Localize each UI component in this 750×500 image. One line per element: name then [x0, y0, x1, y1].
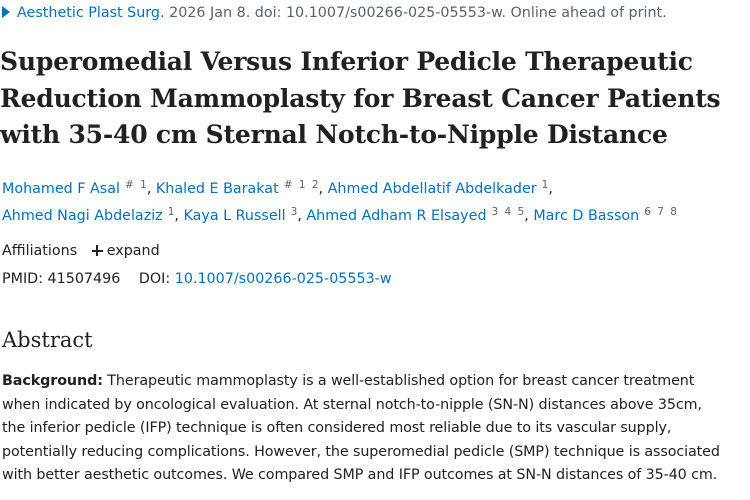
title-line: with 35-40 cm Sternal Notch-to-Nipple Di… — [0, 120, 668, 149]
author: Ahmed Nagi Abdelaziz 1, — [2, 206, 179, 224]
author-name-link[interactable]: Kaya L Russell — [183, 208, 286, 224]
abstract-line: potentially reducing complications. Howe… — [2, 443, 720, 460]
author-separator: , — [146, 181, 152, 197]
title-line: Superomedial Versus Inferior Pedicle The… — [0, 47, 693, 76]
abstract-line: Background: Therapeutic mammoplasty is a… — [2, 370, 750, 394]
title-line: Reduction Mammoplasty for Breast Cancer … — [0, 83, 721, 113]
author-separator: , — [548, 181, 553, 197]
affiliations-row: Affiliations expand — [2, 242, 160, 260]
author-separator: , — [174, 208, 179, 224]
doi-label: DOI: — [138, 271, 171, 287]
author-name-link[interactable]: Ahmed Nagi Abdelaziz — [2, 208, 163, 224]
author: Marc D Basson 6 7 8 — [533, 206, 677, 224]
author-separator: , — [297, 208, 302, 224]
author: Ahmed Adham R Elsayed 3 4 5, — [306, 206, 529, 224]
journal-link[interactable]: Aesthetic Plast Surg. — [17, 5, 165, 21]
author-affiliation-refs[interactable]: # 1 2 — [283, 179, 319, 191]
abstract-line: with better aesthetic outcomes. We compa… — [2, 467, 718, 484]
author: Mohamed F Asal # 1, — [2, 179, 152, 197]
abstract-line: the inferior pedicle (IFP) technique is … — [2, 420, 672, 437]
author-list: Mohamed F Asal # 1, Khaled E Barakat # 1 2… — [2, 176, 747, 230]
author-name-link[interactable]: Ahmed Abdellatif Abdelkader — [327, 181, 537, 197]
article-title: Superomedial Versus Inferior Pedicle The… — [0, 44, 748, 154]
background-label: Background: — [2, 373, 103, 389]
pmid-value: 41507496 — [47, 271, 121, 287]
author-list-line: Mohamed F Asal # 1, Khaled E Barakat # 1 2… — [2, 176, 747, 203]
author-separator: , — [318, 181, 324, 197]
triangle-right-icon[interactable] — [2, 6, 10, 18]
citation-line: Aesthetic Plast Surg. 2026 Jan 8. doi: 1… — [2, 4, 667, 22]
author-affiliation-refs[interactable]: 1 — [167, 206, 175, 218]
author-affiliation-refs[interactable]: 3 4 5 — [491, 206, 525, 218]
author-affiliation-refs[interactable]: 6 7 8 — [644, 206, 677, 218]
author: Khaled E Barakat # 1 2, — [155, 179, 324, 197]
citation-details: 2026 Jan 8. doi: 10.1007/s00266-025-0555… — [169, 5, 667, 21]
author: Kaya L Russell 3, — [183, 206, 302, 224]
author-affiliation-refs[interactable]: # 1 — [124, 179, 147, 191]
author-name-link[interactable]: Khaled E Barakat — [155, 181, 279, 197]
author-name-link[interactable]: Mohamed F Asal — [2, 181, 120, 197]
author-name-link[interactable]: Marc D Basson — [533, 208, 640, 224]
author-list-line: Ahmed Nagi Abdelaziz 1, Kaya L Russell 3, … — [2, 203, 747, 230]
identifiers-row: PMID: 41507496 DOI: 10.1007/s00266-025-0… — [2, 270, 392, 288]
expand-label: expand — [106, 243, 160, 259]
affiliations-expand-button[interactable]: expand — [91, 243, 160, 259]
pmid-label: PMID: — [2, 271, 43, 287]
author: Ahmed Abdellatif Abdelkader 1, — [327, 179, 553, 197]
author-separator: , — [524, 208, 529, 224]
abstract-heading: Abstract — [2, 328, 93, 352]
abstract-line-text: Therapeutic mammoplasty is a well-establ… — [107, 373, 695, 389]
abstract-text: Background: Therapeutic mammoplasty is a… — [2, 370, 750, 488]
affiliations-label: Affiliations — [2, 243, 78, 259]
author-affiliation-refs[interactable]: 1 — [541, 179, 549, 191]
author-name-link[interactable]: Ahmed Adham R Elsayed — [306, 208, 487, 224]
plus-icon — [91, 245, 103, 256]
author-affiliation-refs[interactable]: 3 — [290, 206, 298, 218]
doi-link[interactable]: 10.1007/s00266-025-05553-w — [174, 271, 392, 287]
abstract-line: when indicated by oncological evaluation… — [2, 396, 702, 413]
